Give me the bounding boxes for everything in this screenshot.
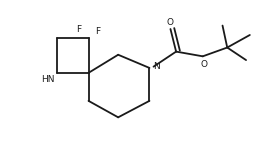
Text: F: F [95, 27, 100, 36]
Text: O: O [167, 18, 174, 27]
Text: HN: HN [41, 75, 55, 84]
Text: F: F [77, 25, 82, 34]
Text: N: N [154, 62, 160, 71]
Text: O: O [201, 60, 208, 69]
